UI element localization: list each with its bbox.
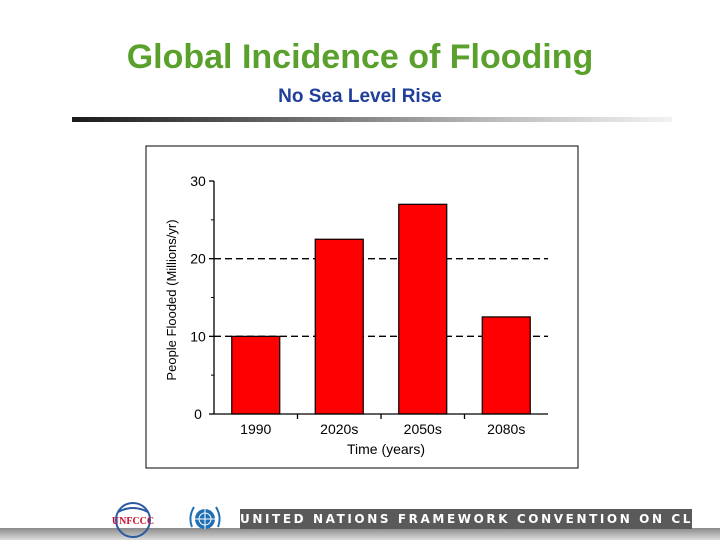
unfccc-logo-text: UNFCCC — [112, 516, 154, 527]
slide-subtitle: No Sea Level Rise — [278, 86, 442, 107]
y-tick-label-30: 30 — [190, 173, 206, 189]
y-axis-title: People Flooded (Millions/yr) — [164, 219, 179, 380]
x-axis-title: Time (years) — [347, 441, 425, 457]
bars-layer — [231, 203, 531, 415]
x-tick-label-2050s: 2050s — [404, 421, 442, 437]
slide-title: Global Incidence of Flooding — [126, 38, 594, 76]
y-tick-label-10: 10 — [190, 328, 206, 344]
footer-gradient — [0, 528, 720, 540]
x-tick-label-1990: 1990 — [240, 421, 271, 437]
unfccc-logo: UNFCCC — [112, 502, 154, 538]
y-tick-label-0: 0 — [194, 406, 202, 422]
unfccc-banner: UNITED NATIONS FRAMEWORK CONVENTION ON C… — [240, 509, 692, 529]
bar-1990 — [231, 335, 281, 415]
title-divider — [72, 117, 672, 122]
un-emblem-icon — [189, 506, 221, 529]
bar-2020s — [314, 238, 364, 415]
x-tick-label-2080s: 2080s — [487, 421, 525, 437]
x-tick-label-2020s: 2020s — [320, 421, 358, 437]
labels-layer: 0 10 20 30 1990 2020s 2050s 2080s Time (years) Pe… — [164, 173, 525, 457]
y-tick-label-20: 20 — [190, 251, 206, 267]
bar-2050s — [398, 203, 448, 415]
bar-2080s — [481, 316, 531, 415]
axis-layer — [209, 180, 548, 419]
